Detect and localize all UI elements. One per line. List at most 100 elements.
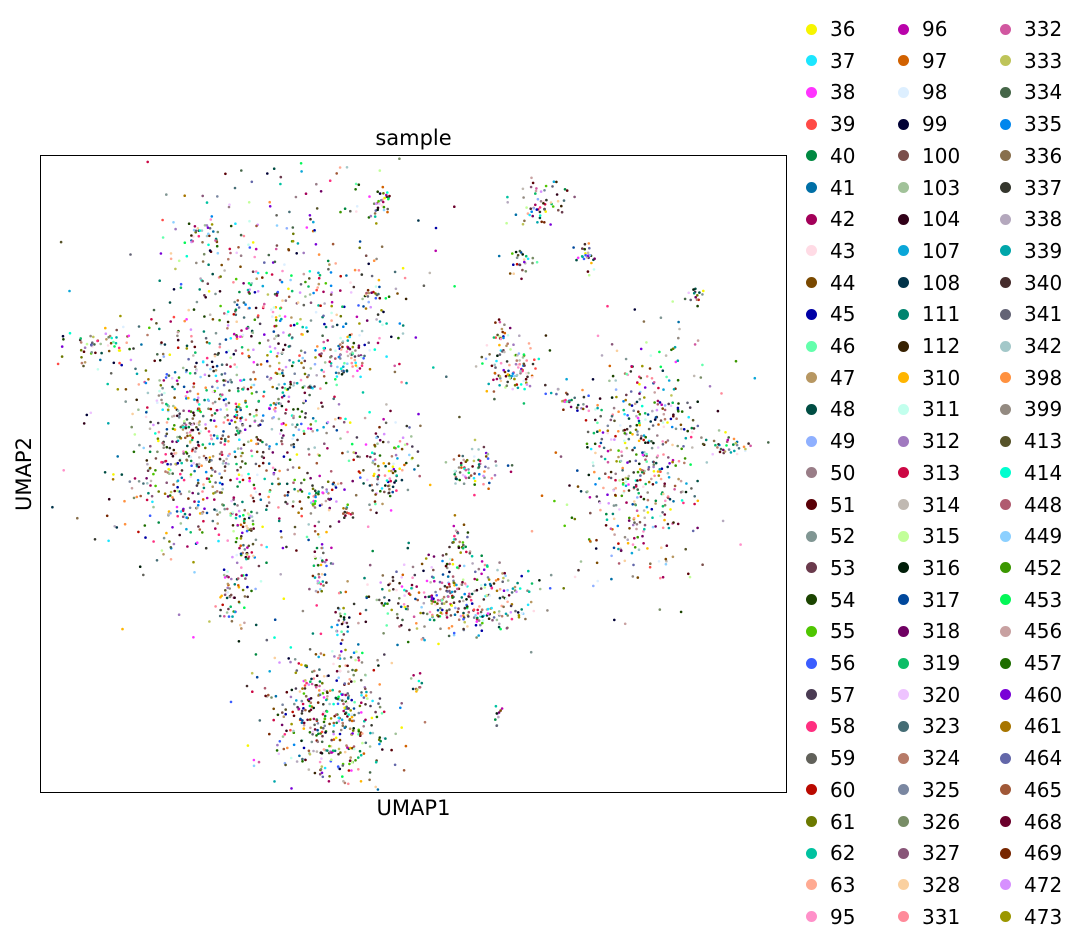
scatter-point (186, 390, 189, 394)
scatter-point (373, 472, 376, 476)
scatter-point (277, 383, 281, 386)
scatter-point (205, 224, 209, 227)
scatter-point (657, 560, 661, 563)
scatter-point (478, 605, 481, 608)
scatter-point (329, 355, 332, 359)
scatter-point (223, 372, 227, 375)
scatter-point (663, 518, 666, 522)
scatter-point (254, 247, 258, 251)
scatter-point (291, 710, 294, 714)
scatter-point (165, 193, 168, 196)
scatter-point (255, 408, 258, 412)
scatter-point (343, 621, 346, 624)
scatter-point (663, 417, 667, 421)
scatter-point (332, 730, 335, 733)
scatter-point (182, 450, 185, 453)
scatter-point (223, 507, 226, 511)
legend-marker (1000, 23, 1011, 35)
scatter-point (495, 377, 499, 381)
scatter-point (705, 461, 709, 464)
scatter-point (457, 546, 461, 549)
scatter-point (274, 316, 278, 319)
scatter-point (352, 747, 356, 751)
scatter-point (221, 482, 224, 486)
scatter-point (576, 403, 580, 407)
scatter-point (302, 692, 306, 695)
scatter-point (237, 306, 241, 309)
scatter-point (656, 399, 660, 403)
scatter-point (358, 246, 362, 250)
scatter-point (588, 539, 592, 543)
scatter-point (684, 436, 688, 440)
scatter-point (241, 333, 245, 337)
scatter-point (240, 574, 244, 577)
scatter-point (238, 515, 242, 518)
scatter-point (502, 576, 505, 580)
scatter-point (203, 398, 206, 402)
scatter-point (313, 669, 316, 673)
scatter-point (192, 446, 195, 450)
scatter-point (360, 694, 363, 697)
scatter-point (496, 354, 499, 357)
scatter-point (533, 358, 536, 361)
scatter-point (301, 687, 304, 690)
scatter-point (182, 478, 186, 482)
scatter-point (464, 468, 468, 472)
legend-item: 414 (994, 458, 1062, 488)
scatter-point (232, 352, 236, 356)
scatter-point (236, 523, 239, 527)
scatter-point (631, 575, 635, 578)
scatter-point (220, 476, 223, 479)
scatter-point (246, 546, 249, 549)
scatter-point (253, 318, 257, 321)
scatter-point (229, 378, 232, 382)
legend-label: 325 (922, 777, 961, 802)
legend-item: 47 (800, 363, 855, 393)
scatter-point (508, 272, 512, 275)
scatter-point (540, 220, 543, 224)
scatter-point (407, 541, 411, 545)
scatter-point (453, 473, 457, 476)
legend-item: 53 (800, 553, 855, 583)
scatter-point (146, 333, 149, 337)
scatter-point (466, 531, 470, 534)
scatter-point (282, 715, 286, 718)
scatter-point (322, 703, 325, 706)
scatter-point (235, 251, 238, 255)
scatter-point (387, 469, 391, 473)
scatter-point (337, 747, 341, 751)
scatter-point (347, 682, 351, 685)
scatter-point (391, 575, 395, 579)
scatter-point (575, 258, 578, 262)
legend-item: 310 (892, 363, 960, 393)
scatter-point (595, 561, 599, 565)
scatter-point (619, 459, 623, 463)
scatter-point (268, 200, 271, 204)
scatter-point (467, 468, 470, 471)
scatter-point (462, 627, 465, 631)
scatter-point (296, 705, 299, 709)
scatter-point (157, 394, 161, 397)
scatter-point (361, 361, 364, 365)
scatter-point (634, 503, 637, 506)
legend-marker (898, 372, 909, 384)
scatter-point (466, 605, 469, 608)
scatter-point (296, 407, 300, 411)
scatter-point (195, 369, 198, 372)
scatter-point (674, 464, 677, 467)
scatter-point (518, 263, 522, 267)
scatter-point (117, 346, 121, 350)
scatter-point (562, 199, 566, 202)
scatter-point (165, 531, 168, 535)
scatter-point (206, 226, 210, 229)
scatter-point (312, 291, 315, 295)
scatter-point (479, 587, 483, 590)
scatter-point (359, 780, 363, 783)
scatter-point (301, 760, 304, 763)
scatter-point (628, 516, 631, 520)
scatter-point (506, 373, 510, 376)
legend-marker (806, 182, 817, 193)
legend-item: 97 (892, 46, 947, 76)
scatter-point (183, 319, 186, 323)
legend-item: 62 (800, 838, 855, 868)
